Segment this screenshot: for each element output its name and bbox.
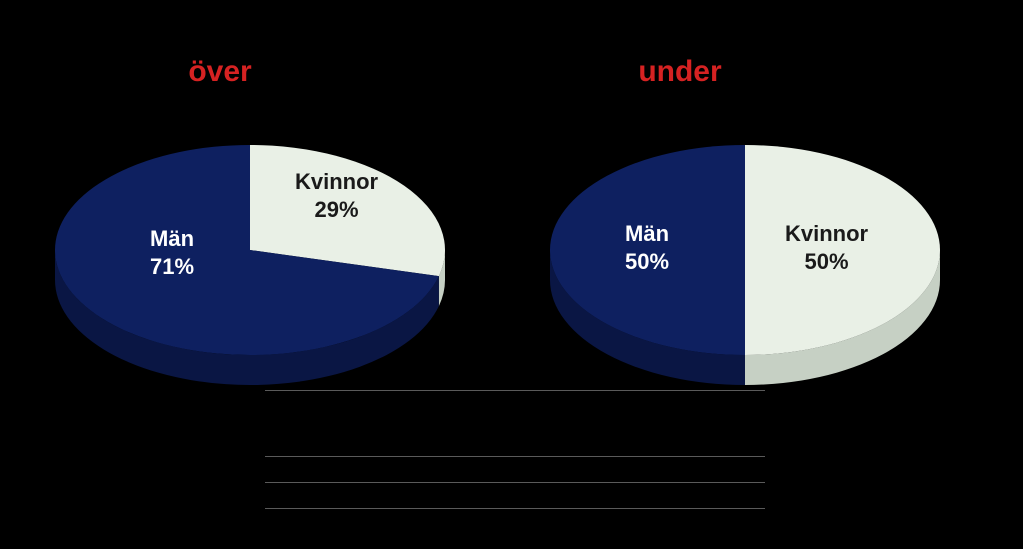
right-label-man: Män 50% xyxy=(625,220,669,275)
left-kvinnor-pct: 29% xyxy=(315,197,359,222)
left-kvinnor-name: Kvinnor xyxy=(295,169,378,194)
left-man-pct: 71% xyxy=(150,254,194,279)
left-chart-title: över xyxy=(120,55,320,89)
legend-line-2 xyxy=(265,456,765,457)
right-pie-svg xyxy=(530,130,960,400)
legend-line-4 xyxy=(265,508,765,509)
right-label-kvinnor: Kvinnor 50% xyxy=(785,220,868,275)
right-title-text: under xyxy=(638,55,721,88)
left-pie-chart: Kvinnor 29% Män 71% xyxy=(35,130,465,400)
right-pie-chart: Män 50% Kvinnor 50% xyxy=(530,130,960,400)
left-man-name: Män xyxy=(150,226,194,251)
chart-stage: över under Kvinnor 29% Män 71% Män 50% K… xyxy=(0,0,1023,549)
left-label-kvinnor: Kvinnor 29% xyxy=(295,168,378,223)
right-chart-title: under xyxy=(580,55,780,89)
right-man-pct: 50% xyxy=(625,249,669,274)
left-title-text: över xyxy=(188,55,251,88)
left-pie-svg xyxy=(35,130,465,400)
legend-line-3 xyxy=(265,482,765,483)
legend-box xyxy=(265,390,765,530)
right-man-name: Män xyxy=(625,221,669,246)
legend-line-1 xyxy=(265,390,765,391)
right-kvinnor-name: Kvinnor xyxy=(785,221,868,246)
right-kvinnor-pct: 50% xyxy=(805,249,849,274)
left-label-man: Män 71% xyxy=(150,225,194,280)
